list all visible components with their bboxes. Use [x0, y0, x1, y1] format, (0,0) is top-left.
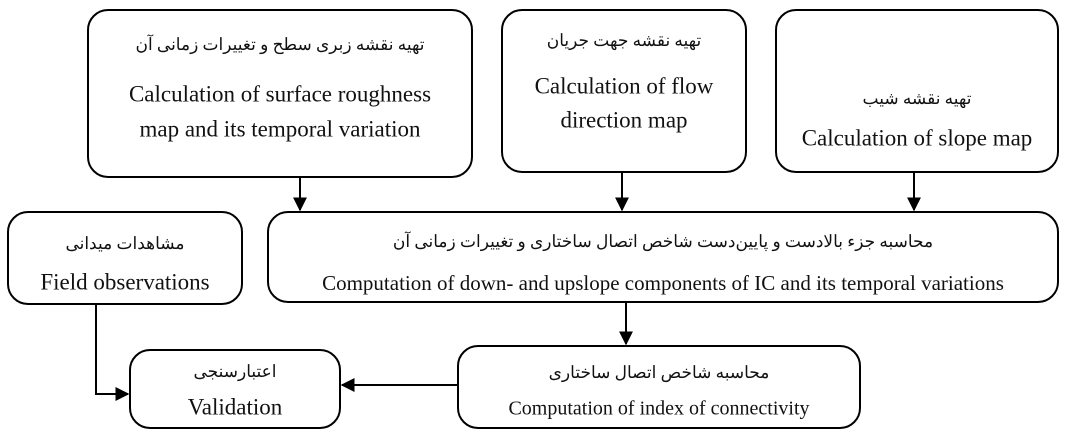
label-fa: تهیه نقشه زبری سطح و تغییرات زمانی آن	[135, 33, 424, 55]
arrows	[95, 172, 921, 401]
node-box	[87, 9, 473, 178]
label-en: map and its temporal variation	[139, 116, 421, 141]
label-en: Calculation of slope map	[802, 125, 1033, 150]
label-en: Calculation of flow	[535, 73, 714, 98]
node: مشاهدات میدانی Field observations	[7, 211, 243, 305]
label-en: Computation of down- and upslope compone…	[322, 271, 1004, 295]
label-fa: مشاهدات میدانی	[65, 234, 184, 253]
arrow	[95, 304, 130, 401]
node-box	[7, 211, 243, 305]
label-en: Validation	[188, 394, 283, 419]
label-en: Field observations	[40, 269, 209, 294]
label-fa: محاسبه شاخص اتصال ساختاری	[549, 363, 770, 383]
node: اعتبارسنجی Validation	[129, 349, 341, 429]
node: محاسبه شاخص اتصال ساختاری Computation of …	[457, 345, 861, 429]
label-en: Calculation of surface roughness	[129, 81, 431, 106]
node: تهیه نقشه جهت جریان Calculation of flow di…	[501, 9, 747, 173]
node: تهیه نقشه شیب Calculation of slope map	[775, 9, 1059, 173]
label-fa: تهیه نقشه جهت جریان	[547, 31, 702, 51]
label-en: direction map	[560, 107, 687, 132]
node-box	[775, 9, 1059, 173]
label-fa: اعتبارسنجی	[193, 362, 276, 382]
label-fa: محاسبه جزء بالادست و پایین‌دست شاخص اتصا…	[393, 230, 933, 252]
node-box	[457, 345, 861, 429]
node-box	[129, 349, 341, 429]
node-box	[267, 211, 1059, 303]
label-en: Computation of index of connectivity	[508, 398, 809, 420]
node-box	[501, 9, 747, 173]
node: محاسبه جزء بالادست و پایین‌دست شاخص اتصا…	[267, 211, 1059, 303]
label-fa: تهیه نقشه شیب	[863, 89, 972, 109]
node: تهیه نقشه زبری سطح و تغییرات زمانی آن Cal…	[87, 9, 473, 178]
